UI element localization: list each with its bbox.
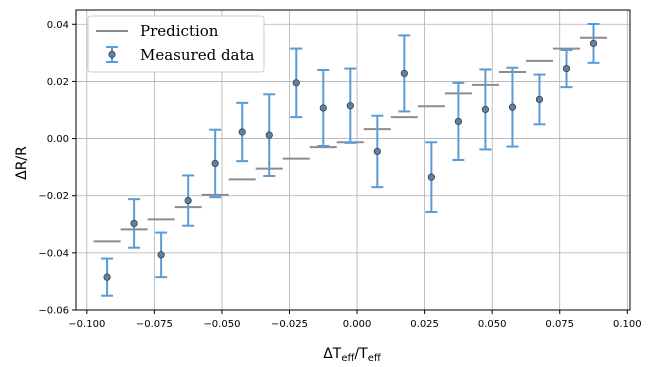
measured-point [506,66,519,148]
data-marker [535,95,544,104]
y-tick-label: −0.02 [38,191,69,202]
data-marker [238,128,246,136]
data-marker [103,273,111,281]
x-tick-label: −0.025 [271,319,308,330]
legend-measured-swatch [106,46,118,63]
x-tick-label: −0.075 [136,319,173,330]
data-marker [589,39,598,48]
y-tick-label: 0.02 [47,77,69,88]
measured-point [425,141,438,213]
plot-frame [75,9,631,311]
data-marker [508,103,517,111]
measured-point [155,231,168,279]
x-tick-label: −0.100 [68,319,105,330]
legend-box [87,15,265,73]
x-tick-label: 0.000 [343,319,372,330]
measured-series [101,23,600,297]
measured-point [236,101,249,163]
measured-point [371,114,384,189]
data-marker [319,104,327,112]
data-marker [400,69,408,78]
x-axis: −0.100 −0.075 −0.050 −0.025 0.000 0.025 0.050 0… [68,310,642,330]
data-marker [211,159,219,168]
measured-point [533,73,546,126]
measured-point [587,23,600,64]
legend-prediction-label: Prediction [140,22,219,40]
data-marker [157,251,165,259]
data-marker [562,64,571,73]
legend: Prediction Measured data [87,15,265,73]
x-tick-label: 0.025 [410,319,439,330]
measured-point [398,34,411,113]
x-tick-label: −0.050 [203,319,240,330]
y-tick-label: 0.00 [47,134,69,145]
measured-point [479,68,492,151]
data-marker [265,131,273,139]
data-marker [481,105,490,114]
measured-point [452,81,465,161]
y-tick-label: −0.04 [38,248,69,259]
y-axis: −0.06 −0.04 −0.02 0.00 0.02 0.04 [38,20,76,317]
measured-point [560,49,573,89]
data-marker [184,196,192,205]
data-marker [130,219,138,228]
measured-point [263,93,276,177]
y-axis-label: ΔR/R [14,146,30,180]
y-tick-label: 0.04 [47,20,69,31]
measured-point [344,67,357,144]
measured-point [101,257,114,297]
y-tick-label: −0.06 [38,306,69,317]
data-marker [346,102,354,110]
data-marker [427,173,435,181]
measured-point [182,174,195,227]
x-axis-label: ΔTeff/Teff [323,346,382,364]
data-marker [292,79,300,87]
data-marker [373,147,381,156]
measured-point [317,69,330,147]
measured-point [128,198,141,249]
data-marker [454,117,462,126]
measured-point [290,47,303,119]
measured-point [209,128,222,199]
x-tick-label: 0.050 [478,319,507,330]
legend-measured-label: Measured data [140,46,255,64]
x-tick-label: 0.075 [545,319,574,330]
x-tick-label: 0.100 [613,319,642,330]
